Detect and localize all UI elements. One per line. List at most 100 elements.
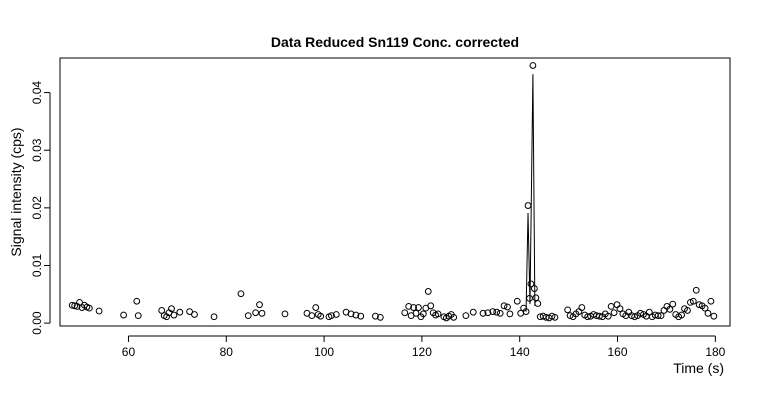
data-point: [376, 313, 384, 321]
plot-frame: [59, 57, 731, 327]
data-point: [710, 312, 718, 320]
data-point: [686, 298, 694, 306]
series-line: [525, 74, 536, 312]
data-point: [607, 303, 615, 310]
data-point: [578, 304, 586, 311]
data-point: [133, 297, 141, 305]
data-point: [332, 311, 340, 318]
data-point: [530, 285, 538, 292]
data-point: [654, 312, 662, 320]
data-point: [434, 310, 442, 318]
data-point: [669, 300, 677, 308]
data-point: [412, 309, 420, 317]
data-point: [678, 311, 685, 319]
x-tick-label: 120: [412, 345, 432, 359]
data-point: [469, 308, 477, 316]
data-point: [613, 301, 621, 309]
data-point: [548, 312, 556, 320]
x-tick-label: 140: [510, 345, 530, 359]
x-tick-label: 100: [314, 345, 334, 359]
data-point: [695, 301, 703, 309]
data-point: [410, 304, 417, 311]
data-point: [85, 304, 93, 312]
data-point: [596, 312, 603, 320]
y-axis: 0.00 0.01 0.02 0.03 0.04: [30, 81, 51, 335]
data-point: [244, 312, 252, 320]
data-point: [317, 312, 325, 320]
data-point: [312, 304, 320, 311]
data-point: [534, 300, 542, 307]
data-point: [401, 309, 409, 317]
data-point: [660, 307, 668, 314]
data-point: [450, 313, 458, 321]
data-point: [308, 312, 316, 320]
data-point: [484, 309, 492, 317]
x-tick-label: 60: [122, 345, 136, 359]
data-point: [666, 305, 674, 313]
data-point: [604, 312, 612, 320]
data-point: [405, 303, 413, 310]
data-point: [281, 310, 289, 318]
y-tick-label: 0.00: [30, 311, 44, 335]
data-point: [357, 312, 365, 320]
y-tick-label: 0.04: [30, 81, 44, 105]
data-point: [237, 290, 245, 298]
data-point: [657, 312, 665, 320]
data-point: [168, 305, 175, 313]
data-point: [551, 313, 559, 321]
data-point: [637, 309, 644, 317]
data-point: [210, 313, 218, 321]
data-point: [701, 304, 709, 312]
data-point: [566, 312, 574, 320]
data-point: [415, 304, 422, 311]
data-point: [496, 309, 504, 317]
data-point: [616, 305, 624, 313]
data-point: [704, 309, 712, 317]
data-point: [427, 302, 435, 310]
y-tick-label: 0.02: [30, 196, 44, 220]
data-point: [564, 306, 572, 314]
data-point: [504, 303, 511, 311]
data-point: [707, 297, 715, 305]
x-axis-label: Time (s): [673, 360, 724, 376]
data-point: [524, 202, 532, 209]
data-point: [191, 311, 198, 318]
data-point: [610, 309, 618, 317]
data-point: [513, 297, 521, 305]
data-point: [590, 311, 597, 318]
data-point: [527, 280, 535, 288]
data-point: [352, 311, 360, 319]
data-point: [120, 311, 127, 319]
data-point: [479, 309, 487, 317]
y-tick-label: 0.03: [30, 138, 44, 162]
data-point: [506, 310, 514, 318]
data-point: [526, 294, 533, 302]
y-tick-label: 0.01: [30, 253, 44, 277]
data-point: [186, 308, 194, 315]
data-point: [328, 312, 335, 320]
data-point: [539, 312, 547, 320]
data-point: [176, 308, 184, 316]
data-point: [532, 294, 540, 302]
x-tick-label: 180: [705, 345, 725, 359]
data-point: [529, 62, 537, 69]
data-point: [372, 312, 379, 320]
data-point: [170, 311, 178, 319]
data-point: [584, 313, 592, 321]
data-point: [493, 308, 501, 316]
data-point: [489, 308, 497, 315]
data-point: [347, 310, 355, 318]
data-point: [522, 308, 530, 315]
data-point: [419, 310, 427, 318]
data-point: [258, 309, 266, 317]
data-point: [256, 301, 263, 309]
data-point: [424, 288, 432, 295]
data-point: [134, 312, 142, 320]
peak-line-series: [525, 74, 536, 312]
data-point: [689, 297, 697, 305]
x-axis: 60 80 100 120 140 160 180: [122, 335, 726, 359]
x-tick-label: 80: [220, 345, 234, 359]
chart-title: Data Reduced Sn119 Conc. corrected: [271, 34, 519, 50]
data-point: [462, 312, 470, 320]
